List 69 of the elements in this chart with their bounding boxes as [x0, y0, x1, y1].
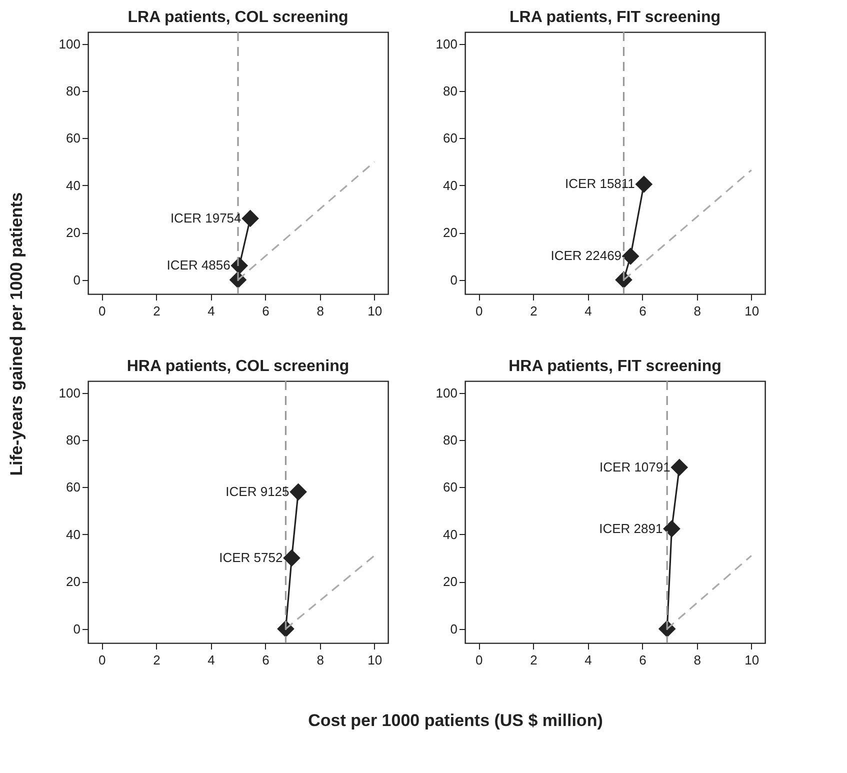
x-tick-label: 6: [639, 652, 646, 668]
point: [670, 458, 688, 476]
x-tick-label: 8: [316, 652, 324, 668]
point: [242, 210, 259, 228]
y-tick-label: 80: [443, 432, 458, 448]
annotation: ICER 15811: [565, 176, 635, 192]
x-tick-label: 8: [316, 304, 324, 318]
y-tick-label: 60: [66, 480, 80, 495]
annotation: ICER 10791: [600, 459, 670, 474]
x-tick-label: 4: [584, 652, 592, 668]
y-tick-label: 40: [66, 178, 80, 193]
x-tick-label: 4: [208, 652, 215, 668]
y-tick-label: 100: [436, 36, 458, 52]
x-tick-label: 8: [694, 652, 701, 668]
x-tick-label: 6: [639, 304, 646, 318]
y-tick-label: 20: [443, 225, 458, 240]
x-tick-label: 2: [153, 304, 160, 318]
x-tick-label: 0: [98, 304, 106, 318]
y-tick-label: 100: [58, 36, 80, 52]
x-tick-label: 10: [368, 652, 382, 668]
y-tick-label: 60: [443, 130, 458, 146]
y-tick-label: 100: [58, 385, 80, 400]
y-tick-label: 20: [66, 225, 80, 240]
y-tick-label: 20: [443, 574, 458, 590]
x-tick-label: 10: [368, 304, 382, 318]
x-tick-label: 2: [153, 652, 160, 668]
y-tick-label: 60: [443, 480, 458, 495]
x-tick-label: 0: [476, 652, 483, 668]
y-tick-label: 80: [443, 84, 458, 99]
y-tick-label: 0: [450, 621, 458, 636]
y-tick-label: 100: [436, 385, 458, 400]
point: [622, 248, 640, 265]
chart-title: LRA patients, COL screening: [128, 9, 348, 26]
x-tick-label: 0: [98, 652, 106, 668]
x-tick-label: 8: [694, 304, 701, 318]
y-tick-label: 80: [66, 84, 80, 99]
y-tick-label: 40: [443, 526, 458, 542]
annotation: ICER 22469: [550, 248, 622, 264]
x-axis-title: Cost per 1000 patients (US $ million): [308, 711, 603, 730]
y-axis-title: Life-years gained per 1000 patients: [7, 192, 26, 476]
y-tick-label: 0: [73, 272, 80, 288]
y-tick-label: 0: [450, 272, 458, 288]
annotation: ICER 2891: [599, 520, 663, 536]
y-tick-label: 80: [66, 432, 80, 448]
chart-title: HRA patients, FIT screening: [508, 358, 722, 376]
point: [635, 176, 653, 193]
x-tick-label: 6: [262, 304, 270, 318]
x-tick-label: 4: [584, 304, 592, 318]
y-tick-label: 60: [66, 130, 80, 146]
annotation: ICER 19754: [170, 210, 242, 226]
point: [663, 520, 680, 538]
x-tick-label: 6: [262, 652, 270, 668]
x-tick-label: 10: [744, 304, 760, 318]
annotation: ICER 4856: [166, 258, 230, 273]
y-tick-label: 20: [66, 574, 80, 590]
y-tick-label: 0: [73, 621, 80, 636]
chart-title: HRA patients, COL screening: [126, 358, 350, 376]
annotation: ICER 5752: [219, 550, 283, 566]
x-tick-label: 0: [476, 304, 483, 318]
x-tick-label: 10: [744, 652, 760, 668]
annotation: ICER 9125: [226, 484, 290, 499]
x-tick-label: 2: [530, 304, 538, 318]
point: [290, 483, 307, 501]
chart-title: LRA patients, FIT screening: [510, 9, 720, 26]
x-tick-label: 4: [208, 304, 215, 318]
point: [283, 549, 300, 567]
x-tick-label: 2: [530, 652, 538, 668]
y-tick-label: 40: [443, 178, 458, 193]
y-tick-label: 40: [66, 526, 80, 542]
